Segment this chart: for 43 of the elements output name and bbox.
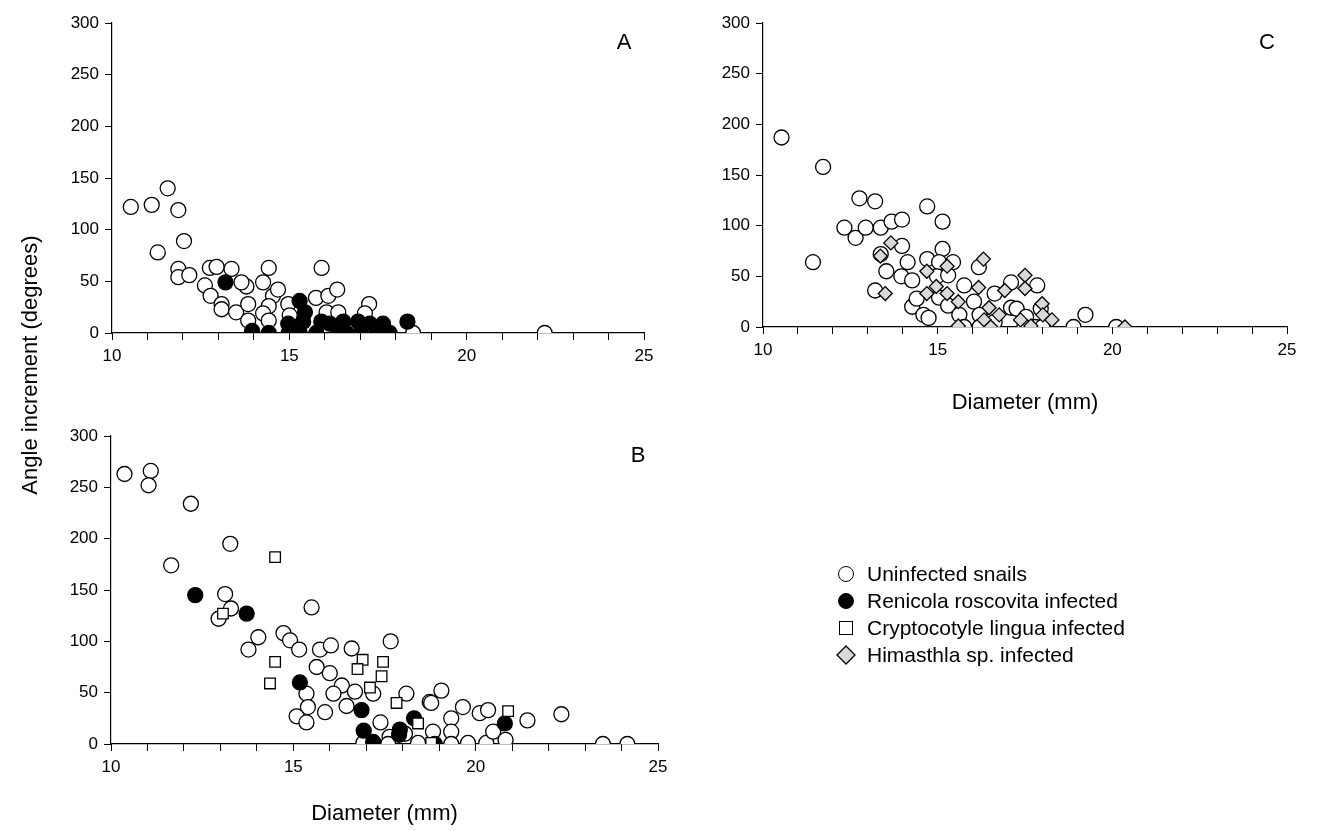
x-axis-title: Diameter (mm) — [951, 388, 1099, 414]
x-tick-label: 20 — [466, 756, 486, 776]
x-tick-label: 25 — [634, 345, 654, 365]
y-tick-label: 200 — [69, 528, 98, 548]
x-tick-label: 25 — [1277, 339, 1297, 359]
y-tick-label: 150 — [721, 164, 750, 184]
y-tick-label: 100 — [69, 631, 98, 651]
y-tick-label: 300 — [721, 12, 750, 32]
chart-title: C — [1259, 29, 1276, 55]
x-tick-label: 25 — [648, 756, 668, 776]
chart-title: A — [616, 29, 632, 55]
x-tick-label: 15 — [928, 339, 948, 359]
y-tick-label: 0 — [88, 733, 98, 753]
y-tick-label: 50 — [731, 266, 750, 286]
y-tick-label: 0 — [740, 316, 750, 336]
y-tick-label: 250 — [70, 64, 99, 84]
y-tick-label: 0 — [89, 322, 99, 342]
y-tick-label: 50 — [80, 271, 99, 291]
legend-label: Himasthla sp. infected — [867, 642, 1074, 667]
x-tick-label: 15 — [279, 345, 299, 365]
y-tick-label: 250 — [69, 477, 98, 497]
x-tick-label: 20 — [1102, 339, 1122, 359]
y-tick-label: 250 — [721, 63, 750, 83]
legend-label: Cryptocotyle lingua infected — [867, 615, 1125, 640]
y-tick-label: 50 — [79, 682, 98, 702]
y-tick-label: 300 — [70, 12, 99, 32]
y-tick-label: 300 — [69, 425, 98, 445]
y-tick-label: 200 — [721, 114, 750, 134]
y-tick-label: 150 — [69, 579, 98, 599]
y-tick-label: 100 — [721, 215, 750, 235]
y-tick-label: 100 — [70, 219, 99, 239]
x-tick-label: 10 — [101, 756, 121, 776]
y-axis-title: Angle increment (degrees) — [17, 235, 43, 495]
y-tick-label: 150 — [70, 167, 99, 187]
chart-title: B — [630, 442, 646, 468]
y-tick-label: 200 — [70, 116, 99, 136]
legend-label: Renicola roscovita infected — [867, 588, 1118, 613]
x-tick-label: 20 — [457, 345, 477, 365]
x-axis-title: Diameter (mm) — [311, 799, 458, 825]
x-tick-label: 15 — [283, 756, 303, 776]
x-tick-label: 10 — [753, 339, 773, 359]
legend-label: Uninfected snails — [867, 561, 1027, 586]
x-tick-label: 10 — [102, 345, 122, 365]
